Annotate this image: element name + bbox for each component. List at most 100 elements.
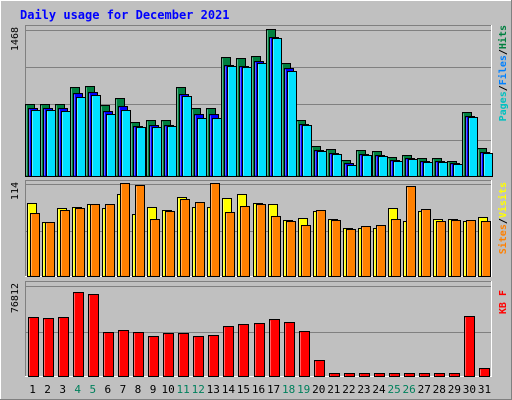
bar-visits-sites-3: [60, 210, 70, 277]
legend-entry: /: [498, 218, 509, 224]
x-tick-label: 5: [89, 383, 96, 396]
x-tick-label: 23: [357, 383, 370, 396]
x-tick-label: 24: [372, 383, 386, 396]
bar-hits-pages-8: [136, 127, 146, 177]
bar-hits-pages-23: [362, 155, 372, 177]
legend: Pages/Files/Hits: [497, 25, 509, 121]
bar-hits-pages-31: [483, 153, 493, 177]
y-max-label: 114: [10, 182, 21, 200]
y-max-label: 76812: [10, 283, 21, 313]
kbytes-panel: 76812 KB F: [10, 281, 509, 377]
bar-kbytes-kb-f-31: [479, 368, 490, 377]
bar-visits-sites-27: [421, 209, 431, 277]
bar-kbytes-kb-f-22: [344, 373, 355, 377]
bar-visits-sites-5: [90, 204, 100, 277]
x-tick-label: 12: [192, 383, 205, 396]
x-tick-label: 21: [327, 383, 340, 396]
x-tick-label: 4: [74, 383, 81, 396]
bar-visits-sites-22: [346, 229, 356, 277]
bar-kbytes-kb-f-2: [43, 318, 54, 377]
legend-entry: Sites: [497, 224, 509, 254]
x-tick-label: 19: [297, 383, 310, 396]
x-tick-label: 2: [44, 383, 51, 396]
bar-kbytes-kb-f-7: [118, 330, 129, 377]
bar-kbytes-kb-f-25: [389, 373, 400, 377]
bar-visits-sites-14: [225, 212, 235, 277]
legend-entry: Files: [497, 55, 509, 85]
x-tick-label: 26: [403, 383, 416, 396]
x-tick-label: 3: [59, 383, 66, 396]
x-tick-label: 16: [252, 383, 265, 396]
bar-kbytes-kb-f-6: [103, 332, 114, 377]
bar-visits-sites-10: [165, 211, 175, 277]
bar-visits-sites-21: [331, 220, 341, 277]
bar-visits-sites-30: [466, 220, 476, 277]
bar-kbytes-kb-f-28: [434, 373, 445, 377]
bar-visits-sites-26: [406, 186, 416, 277]
bar-kbytes-kb-f-13: [208, 335, 219, 377]
bar-visits-sites-17: [271, 216, 281, 277]
legend-entry: KB: [498, 302, 509, 314]
legend-entry: F: [498, 290, 509, 296]
bar-visits-sites-1: [30, 213, 40, 277]
legend: KB F: [498, 290, 509, 314]
legend: Sites/Visits: [497, 182, 509, 254]
visits-panel: 114 Sites/Visits: [10, 180, 509, 277]
bar-kbytes-kb-f-24: [374, 373, 385, 377]
bar-visits-sites-20: [316, 210, 326, 277]
bar-kbytes-kb-f-29: [449, 373, 460, 377]
bar-kbytes-kb-f-4: [73, 292, 84, 377]
bar-visits-sites-24: [376, 225, 386, 277]
x-tick-label: 20: [312, 383, 325, 396]
x-tick-label: 17: [267, 383, 280, 396]
bar-kbytes-kb-f-11: [178, 333, 189, 377]
bar-kbytes-kb-f-12: [193, 336, 204, 377]
bar-visits-sites-7: [120, 183, 130, 277]
bar-visits-sites-25: [391, 219, 401, 277]
legend-entry: Hits: [497, 25, 509, 49]
bar-kbytes-kb-f-19: [299, 331, 310, 377]
bar-visits-sites-29: [451, 220, 461, 277]
x-tick-label: 18: [282, 383, 295, 396]
bar-kbytes-kb-f-26: [404, 373, 415, 377]
bar-kbytes-kb-f-17: [269, 319, 280, 377]
bar-kbytes-kb-f-10: [163, 333, 174, 377]
bar-visits-sites-16: [256, 204, 266, 277]
x-tick-label: 6: [105, 383, 112, 396]
x-tick-label: 10: [161, 383, 174, 396]
legend-entry: Pages: [498, 91, 509, 121]
x-tick-label: 14: [222, 383, 236, 396]
bar-hits-pages-30: [468, 117, 478, 177]
bar-visits-sites-15: [240, 206, 250, 277]
bar-visits-sites-9: [150, 219, 160, 277]
bar-visits-sites-19: [301, 225, 311, 277]
bar-kbytes-kb-f-16: [254, 323, 265, 377]
x-tick-label: 9: [150, 383, 157, 396]
x-tick-label: 28: [433, 383, 446, 396]
bar-kbytes-kb-f-30: [464, 316, 475, 377]
x-tick-label: 7: [120, 383, 127, 396]
bar-kbytes-kb-f-21: [329, 373, 340, 377]
bar-kbytes-kb-f-9: [148, 336, 159, 377]
bar-kbytes-kb-f-1: [28, 317, 39, 377]
bar-kbytes-kb-f-23: [359, 373, 370, 377]
bar-kbytes-kb-f-15: [238, 324, 249, 377]
bar-kbytes-kb-f-5: [88, 294, 99, 377]
bar-visits-sites-12: [195, 202, 205, 277]
x-tick-label: 13: [207, 383, 220, 396]
bar-visits-sites-11: [180, 199, 190, 277]
bar-kbytes-kb-f-8: [133, 332, 144, 377]
bar-kbytes-kb-f-18: [284, 322, 295, 377]
bar-visits-sites-4: [75, 208, 85, 277]
bar-kbytes-kb-f-14: [223, 326, 234, 377]
x-tick-label: 8: [135, 383, 142, 396]
bar-visits-sites-31: [481, 221, 491, 277]
bar-visits-sites-13: [210, 183, 220, 277]
x-axis-labels: 1 2 3 4 5 6 7 8 9 10 11 12 13 14 15 16 17 18 19 20 21 22 23 24 2…: [29, 383, 491, 396]
bar-kbytes-kb-f-27: [419, 373, 430, 377]
x-tick-label: 11: [177, 383, 190, 396]
bar-visits-sites-18: [286, 221, 296, 277]
legend-entry: /: [498, 49, 509, 55]
